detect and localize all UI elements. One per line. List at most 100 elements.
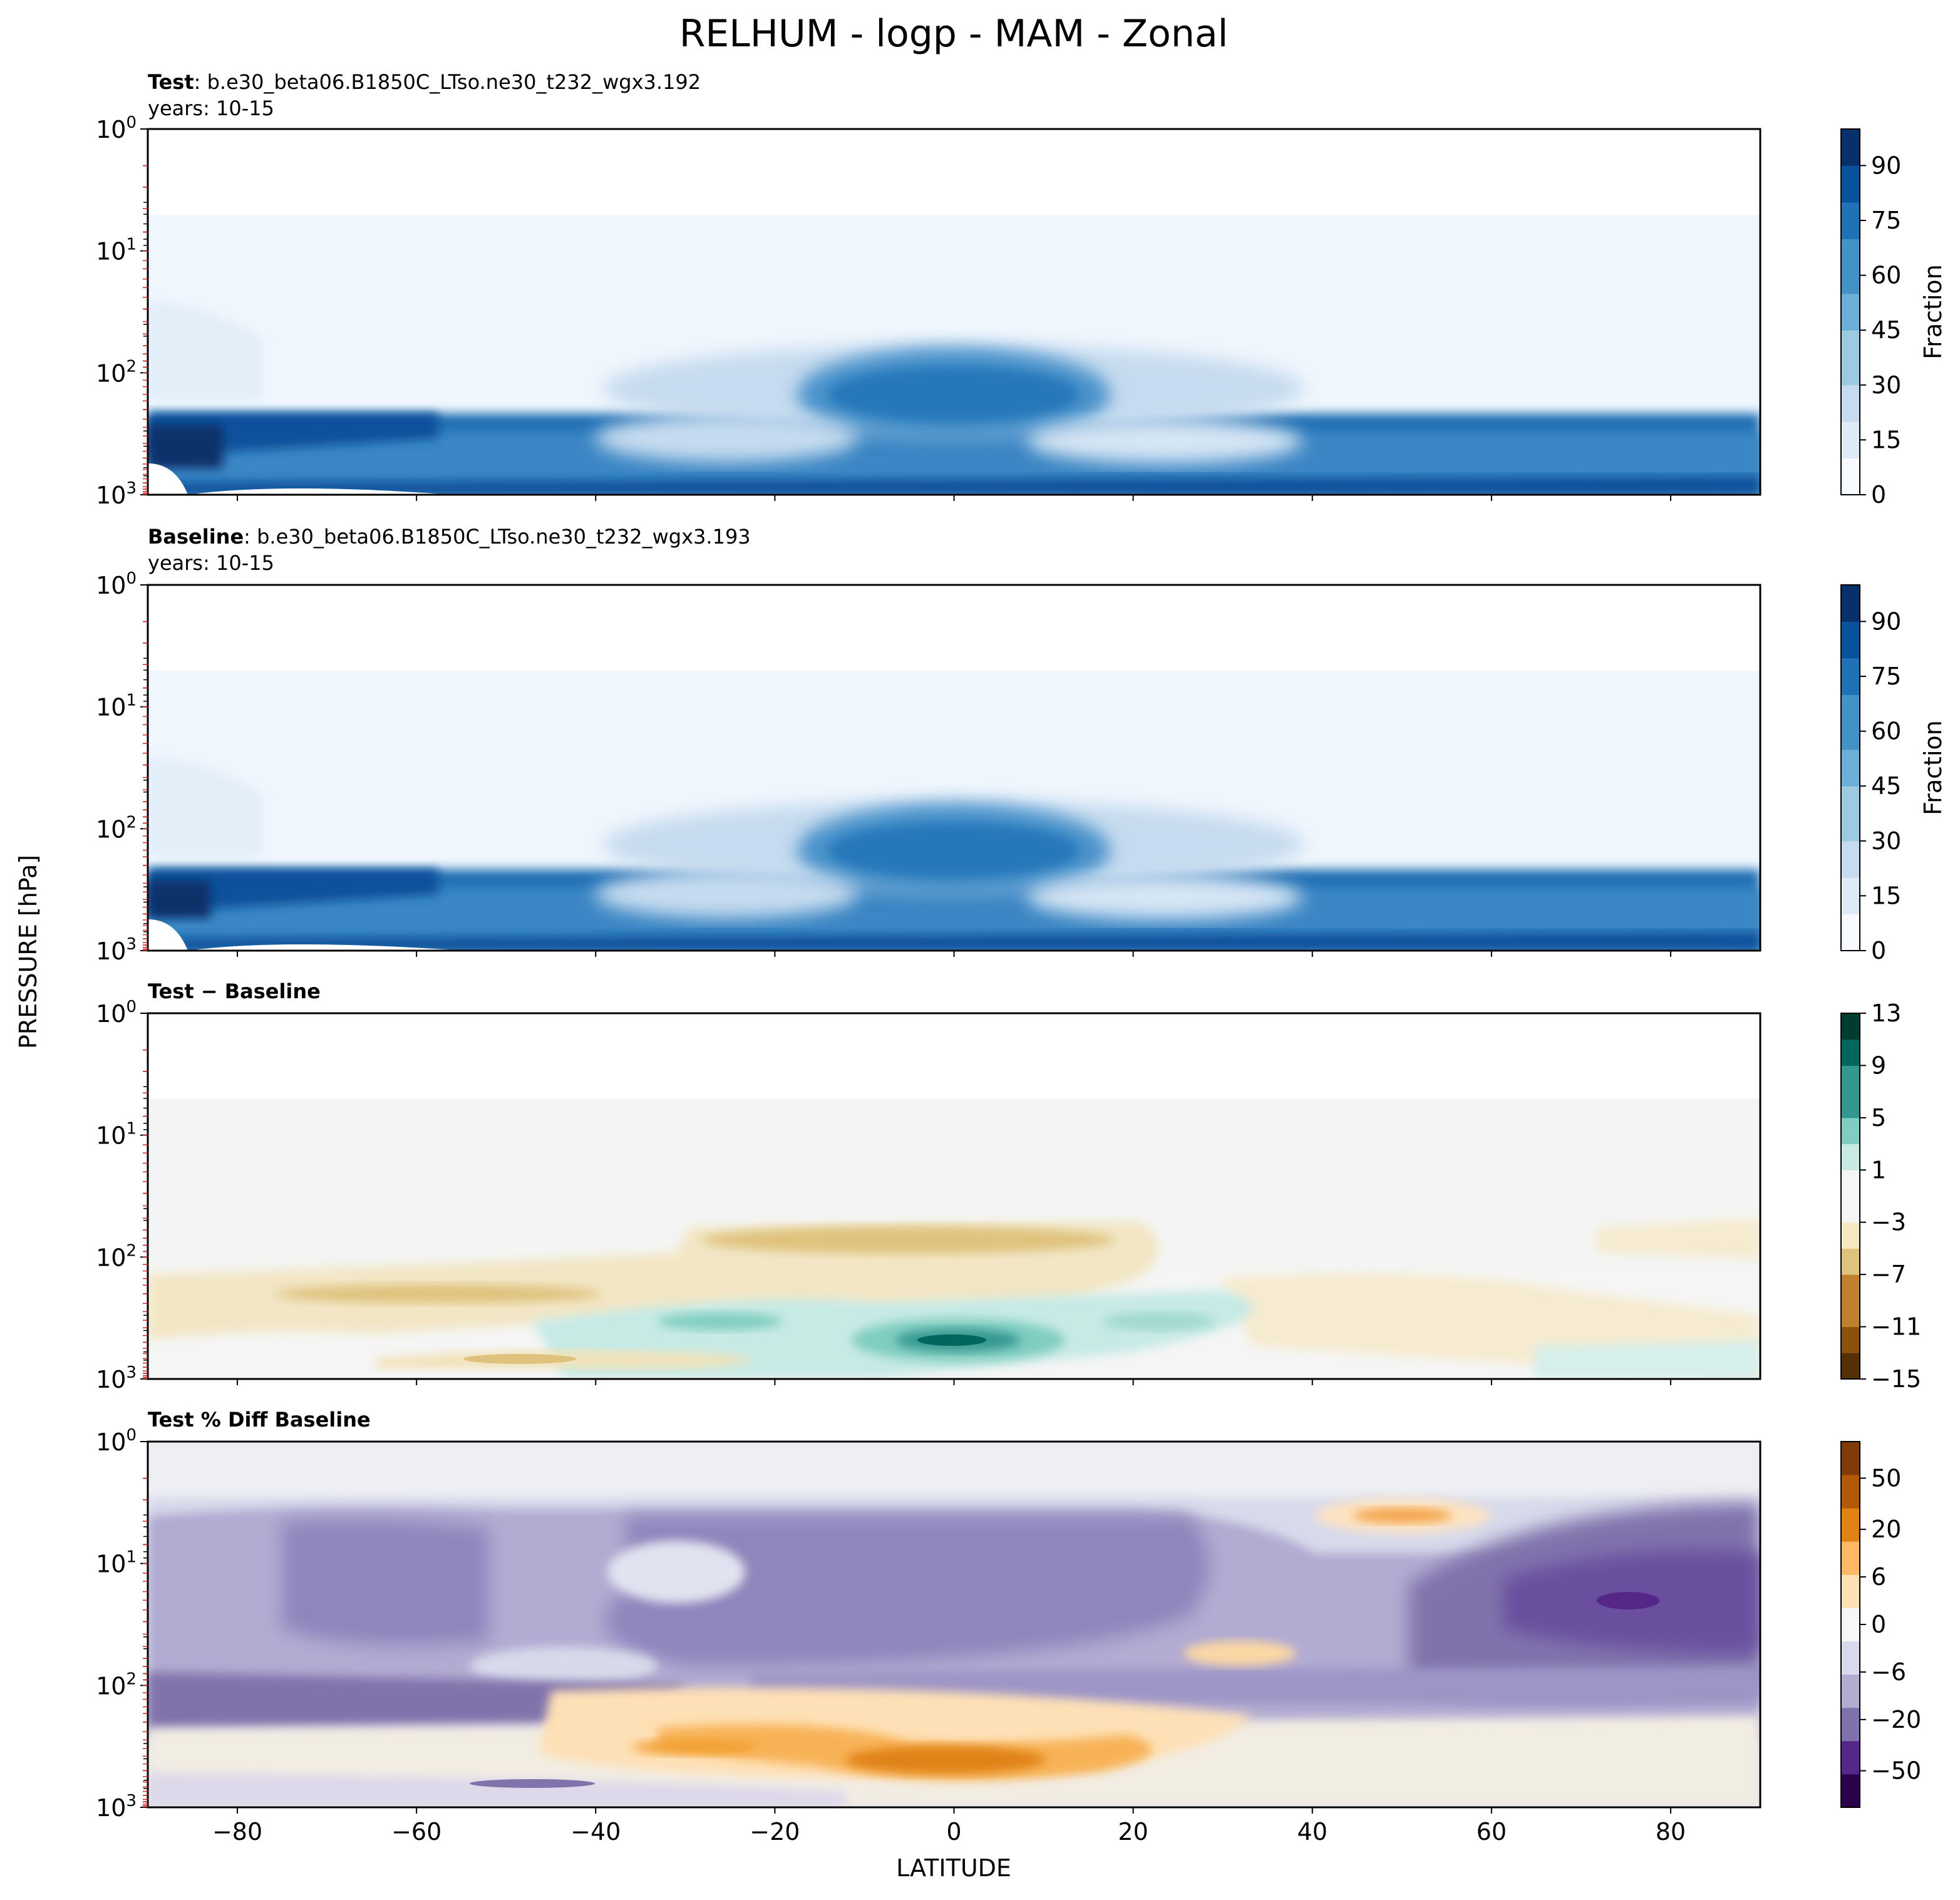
colorbar-segment bbox=[1841, 403, 1860, 422]
colorbar-tick-label: 5 bbox=[1871, 1104, 1886, 1132]
colorbar: 50 20 6 0 −6 −20 −50 bbox=[1840, 1441, 1921, 1808]
colorbar-segment bbox=[1841, 1300, 1860, 1328]
colorbar-segment bbox=[1841, 1774, 1860, 1791]
colorbar-label: Fraction bbox=[1919, 720, 1947, 815]
colorbar-segment bbox=[1841, 621, 1860, 641]
colorbar-segment bbox=[1841, 330, 1860, 349]
y-tick-label: 102 bbox=[96, 1670, 137, 1700]
colorbar-segment bbox=[1841, 183, 1860, 203]
colorbar-segment bbox=[1841, 877, 1860, 896]
colorbar-segment bbox=[1841, 1624, 1860, 1642]
colorbar-segment bbox=[1841, 603, 1860, 622]
colorbar-tick-label: 90 bbox=[1871, 607, 1901, 635]
colorbar-segment bbox=[1841, 1508, 1860, 1526]
panel-title-text: : b.e30_beta06.B1850C_LTso.ne30_t232_wgx… bbox=[194, 70, 701, 94]
x-tick-label: −80 bbox=[212, 1818, 262, 1846]
y-tick-label: 102 bbox=[96, 813, 137, 843]
y-tick-label: 100 bbox=[96, 569, 137, 599]
colorbar-segment bbox=[1841, 1707, 1860, 1725]
panel-title-bold: Baseline bbox=[148, 525, 244, 549]
colorbar-tick-label: −11 bbox=[1871, 1313, 1921, 1341]
y-tick-label: 103 bbox=[96, 479, 137, 509]
colorbar-segment bbox=[1841, 202, 1860, 221]
y-tick-label: 103 bbox=[96, 1792, 137, 1822]
colorbar-segment bbox=[1841, 731, 1860, 750]
colorbar-segment bbox=[1841, 1039, 1860, 1066]
colorbar-segment bbox=[1841, 1144, 1860, 1170]
colorbar-tick-label: 6 bbox=[1871, 1563, 1886, 1591]
y-tick-label: 102 bbox=[96, 357, 137, 387]
x-axis-ticks bbox=[237, 495, 1671, 501]
colorbar-segment bbox=[1841, 749, 1860, 768]
colorbar-segment bbox=[1841, 1641, 1860, 1658]
colorbar-segment bbox=[1841, 932, 1860, 951]
contour-field bbox=[148, 585, 1760, 951]
svg-text:Test % Diff Baseline: Test % Diff Baseline bbox=[148, 1408, 371, 1432]
colorbar-label: Fraction bbox=[1919, 264, 1947, 359]
colorbar-segment bbox=[1841, 585, 1860, 604]
panel-test: Test: b.e30_beta06.B1850C_LTso.ne30_t232… bbox=[96, 70, 1947, 509]
colorbar-segment bbox=[1841, 1222, 1860, 1249]
colorbar-segment bbox=[1841, 220, 1860, 239]
colorbar-tick-label: 0 bbox=[1871, 1611, 1886, 1638]
colorbar: 13 9 5 1 −3 −7 −11 −15 bbox=[1840, 999, 1921, 1393]
colorbar-segment bbox=[1841, 1674, 1860, 1691]
colorbar-tick-label: 13 bbox=[1871, 999, 1901, 1027]
colorbar-tick-label: 45 bbox=[1871, 316, 1901, 344]
colorbar-tick-label: 90 bbox=[1871, 152, 1901, 179]
colorbar-segment bbox=[1841, 1524, 1860, 1542]
colorbar-segment bbox=[1841, 1491, 1860, 1509]
colorbar: 0 15 30 45 60 75 90 Fraction bbox=[1840, 128, 1947, 509]
colorbar-segment bbox=[1841, 1574, 1860, 1592]
x-tick-label: 60 bbox=[1477, 1818, 1507, 1846]
colorbar-tick-label: 75 bbox=[1871, 207, 1901, 234]
panel-subtitle: years: 10-15 bbox=[148, 96, 274, 120]
colorbar-tick-label: 30 bbox=[1871, 371, 1901, 399]
y-tick-label: 102 bbox=[96, 1241, 137, 1271]
colorbar-segment bbox=[1841, 366, 1860, 386]
x-tick-label: 0 bbox=[946, 1818, 961, 1846]
x-tick-label: −40 bbox=[570, 1818, 621, 1846]
figure-title: RELHUM - logp - MAM - Zonal bbox=[679, 12, 1229, 56]
contour-field bbox=[148, 129, 1760, 495]
colorbar-tick-label: 15 bbox=[1871, 426, 1901, 453]
colorbar-tick-label: −20 bbox=[1871, 1706, 1921, 1733]
colorbar-segment bbox=[1841, 421, 1860, 440]
colorbar: 0 15 30 45 60 75 90 Fraction bbox=[1840, 584, 1947, 964]
colorbar-segment bbox=[1841, 1790, 1860, 1808]
colorbar-segment bbox=[1841, 385, 1860, 404]
colorbar-segment bbox=[1841, 257, 1860, 276]
y-tick-label: 101 bbox=[96, 235, 137, 266]
colorbar-tick-label: −50 bbox=[1871, 1757, 1921, 1785]
colorbar-segment bbox=[1841, 165, 1860, 185]
colorbar-segment bbox=[1841, 1740, 1860, 1758]
y-tick-label: 101 bbox=[96, 1548, 137, 1578]
colorbar-segment bbox=[1841, 1170, 1860, 1197]
colorbar-segment bbox=[1841, 129, 1860, 148]
colorbar-segment bbox=[1841, 768, 1860, 787]
panel-title-text: : b.e30_beta06.B1850C_LTso.ne30_t232_wgx… bbox=[244, 525, 751, 549]
colorbar-tick-label: 15 bbox=[1871, 882, 1901, 909]
colorbar-tick-label: −6 bbox=[1871, 1658, 1906, 1686]
x-tick-label: 80 bbox=[1656, 1818, 1686, 1846]
y-tick-label: 100 bbox=[96, 998, 137, 1028]
colorbar-frame bbox=[1840, 584, 1860, 951]
y-tick-label: 103 bbox=[96, 1363, 137, 1393]
colorbar-segment bbox=[1841, 1608, 1860, 1625]
svg-text:Test: b.e30_beta06.B1850C_LTso: Test: b.e30_beta06.B1850C_LTso.ne30_t232… bbox=[148, 70, 701, 94]
colorbar-segment bbox=[1841, 293, 1860, 312]
colorbar-segment bbox=[1841, 239, 1860, 257]
colorbar-tick-label: 50 bbox=[1871, 1464, 1901, 1492]
colorbar-tick-label: −3 bbox=[1871, 1209, 1906, 1236]
colorbar-segment bbox=[1841, 786, 1860, 805]
colorbar-segment bbox=[1841, 1353, 1860, 1380]
y-tick-label: 103 bbox=[96, 935, 137, 965]
colorbar-tick-label: 0 bbox=[1871, 481, 1886, 509]
colorbar-segment bbox=[1841, 914, 1860, 933]
colorbar-segment bbox=[1841, 1458, 1860, 1475]
x-tick-label: −60 bbox=[391, 1818, 441, 1846]
colorbar-segment bbox=[1841, 1065, 1860, 1092]
colorbar-segment bbox=[1841, 1326, 1860, 1353]
y-axis-ticks: 100 101 102 103 bbox=[96, 113, 148, 509]
colorbar-tick-label: 30 bbox=[1871, 827, 1901, 855]
